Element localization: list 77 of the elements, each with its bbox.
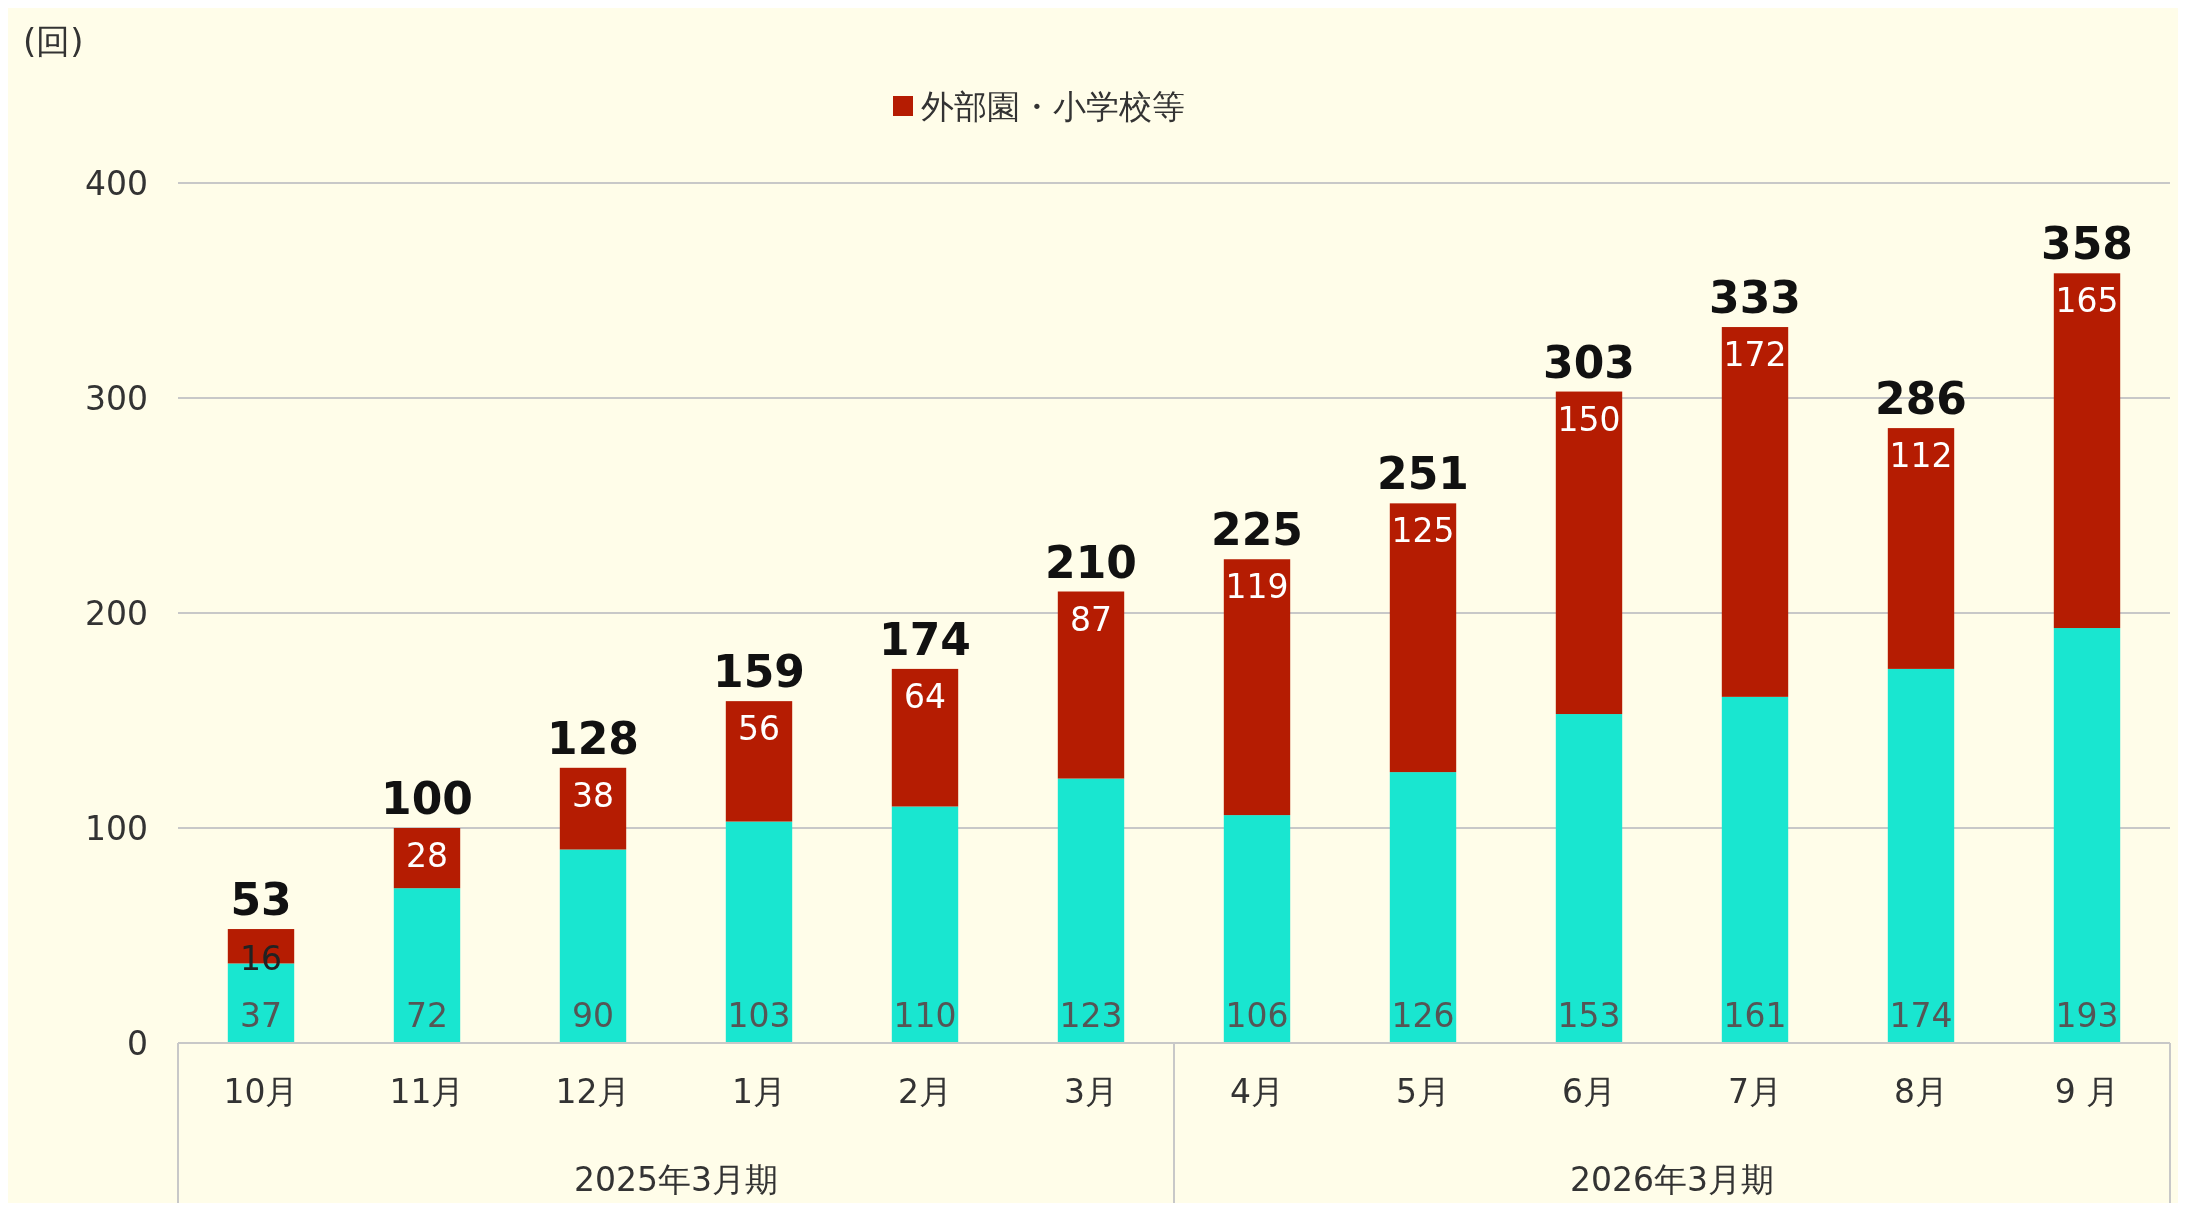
bar [393,888,461,1043]
bar [1057,591,1125,779]
bar [725,821,793,1043]
x-tick-label: 5月 [1396,1072,1450,1111]
y-axis-title: (回) [23,21,84,61]
data-label: 112 [1889,436,1953,476]
data-label: 103 [727,996,791,1035]
data-label: 110 [893,996,957,1035]
data-label: 161 [1723,996,1787,1035]
bar [2053,628,2121,1043]
bar [1887,668,1955,1043]
x-tick-label: 9 月 [2054,1072,2120,1111]
total-label: 358 [2041,218,2133,270]
data-label: 123 [1059,996,1123,1035]
bar [559,767,627,850]
data-label: 72 [406,996,448,1035]
x-tick-label: 8月 [1894,1072,1948,1111]
data-label: 90 [572,996,614,1035]
bar [1057,778,1125,1043]
total-label: 128 [547,712,639,764]
total-label: 303 [1543,336,1635,388]
data-label: 106 [1225,996,1289,1035]
data-label: 119 [1225,567,1289,607]
text: 2026年3月期 [1570,1160,1774,1199]
x-tick-label: 11月 [389,1072,465,1111]
bar [1223,815,1291,1043]
total-label: 53 [230,874,292,926]
total-label: 333 [1709,272,1801,324]
bar [725,701,793,822]
data-label: 172 [1723,335,1787,375]
legend-label: 外部園・小学校等 [921,87,1185,126]
x-tick-label: 1月 [732,1072,786,1111]
data-label: 125 [1391,511,1455,551]
total-label: 159 [713,646,805,698]
total-label: 251 [1377,448,1469,500]
data-label: 56 [738,709,780,749]
total-label: 225 [1211,504,1303,556]
y-tick-label: 0 [127,1024,148,1063]
x-tick-label: 12月 [555,1072,631,1111]
bar [1555,714,1623,1043]
total-label: 210 [1045,536,1137,588]
data-label: 38 [572,775,614,815]
data-label: 64 [904,676,946,716]
x-tick-label: 2月 [898,1072,952,1111]
x-tick-label: 4月 [1230,1072,1284,1111]
bar [559,849,627,1043]
data-label: 126 [1391,996,1455,1035]
bar [2053,273,2121,629]
bar [891,806,959,1043]
bar [891,668,959,807]
data-label: 37 [240,996,282,1035]
x-tick-label: 10月 [223,1072,299,1111]
text: 2025年3月期 [574,1160,778,1199]
bar [1389,772,1457,1043]
total-label: 100 [381,773,473,824]
x-tick-label: 7月 [1728,1072,1782,1111]
data-label: 193 [2055,996,2119,1035]
data-label: 174 [1889,996,1953,1035]
bar [1887,428,1955,669]
data-label: 150 [1557,399,1621,439]
y-tick-label: 100 [85,809,148,848]
y-tick-label: 200 [85,594,148,633]
bar [1721,696,1789,1043]
bar [1223,559,1291,816]
bar [1721,327,1789,697]
total-label: 174 [879,613,971,665]
data-label: 28 [406,836,448,875]
y-tick-label: 300 [85,379,148,418]
y-tick-label: 400 [85,164,148,203]
bar [1555,391,1623,715]
data-label: 153 [1557,996,1621,1035]
x-tick-label: 6月 [1562,1072,1616,1111]
data-label: 165 [2055,281,2119,321]
data-label: 87 [1070,599,1112,639]
x-tick-label: 3月 [1064,1072,1118,1111]
total-label: 286 [1875,373,1967,425]
bar [1389,503,1457,773]
